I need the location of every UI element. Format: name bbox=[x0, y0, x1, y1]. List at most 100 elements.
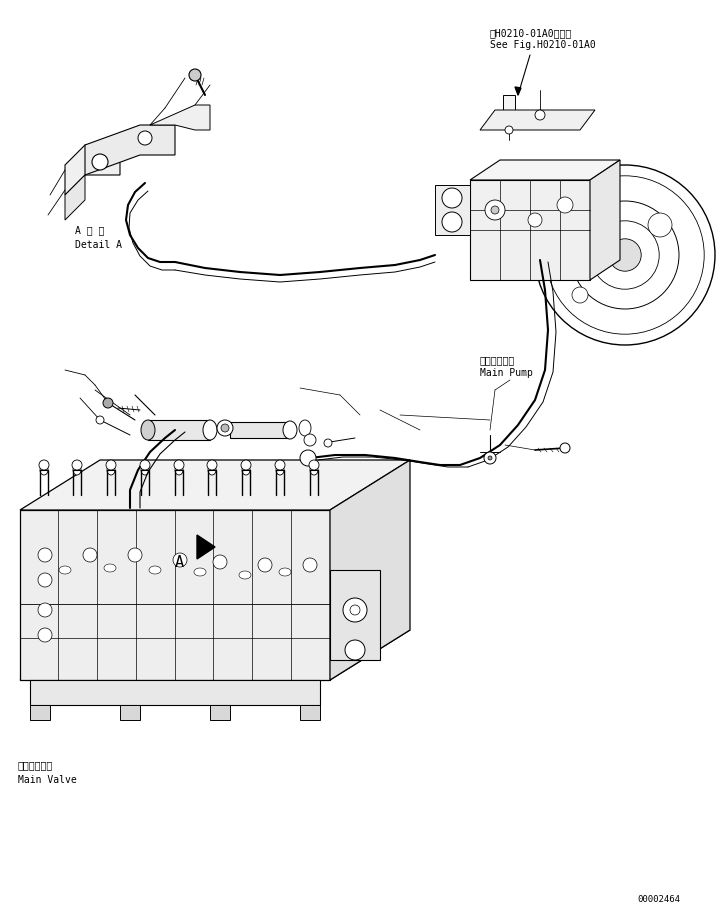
Circle shape bbox=[213, 555, 227, 569]
Polygon shape bbox=[20, 460, 410, 510]
Bar bbox=[503, 95, 515, 113]
Ellipse shape bbox=[104, 564, 116, 572]
Text: Detail A: Detail A bbox=[75, 240, 122, 250]
Polygon shape bbox=[300, 705, 320, 720]
Circle shape bbox=[92, 154, 108, 170]
Ellipse shape bbox=[283, 421, 297, 439]
Circle shape bbox=[528, 213, 542, 227]
Text: Main Valve: Main Valve bbox=[18, 775, 77, 785]
Circle shape bbox=[96, 416, 104, 424]
Circle shape bbox=[572, 287, 588, 303]
Circle shape bbox=[258, 558, 272, 572]
Circle shape bbox=[491, 206, 499, 214]
Ellipse shape bbox=[107, 465, 115, 475]
Circle shape bbox=[324, 439, 332, 447]
Polygon shape bbox=[197, 535, 215, 559]
Ellipse shape bbox=[59, 566, 71, 574]
Circle shape bbox=[648, 213, 672, 237]
Circle shape bbox=[300, 450, 316, 466]
Circle shape bbox=[303, 558, 317, 572]
Polygon shape bbox=[20, 510, 330, 680]
Circle shape bbox=[138, 131, 152, 145]
Circle shape bbox=[128, 548, 142, 562]
Circle shape bbox=[174, 460, 184, 470]
Circle shape bbox=[442, 188, 462, 208]
Circle shape bbox=[485, 200, 505, 220]
Polygon shape bbox=[120, 705, 140, 720]
Circle shape bbox=[535, 110, 545, 120]
Polygon shape bbox=[85, 125, 175, 175]
Text: 第H0210-01A0図参照: 第H0210-01A0図参照 bbox=[490, 28, 572, 38]
Circle shape bbox=[345, 640, 365, 660]
Circle shape bbox=[350, 605, 360, 615]
Ellipse shape bbox=[546, 176, 704, 334]
Circle shape bbox=[505, 126, 513, 134]
Ellipse shape bbox=[239, 571, 251, 579]
Polygon shape bbox=[330, 460, 410, 680]
Circle shape bbox=[207, 460, 217, 470]
Text: 00002464: 00002464 bbox=[637, 895, 680, 904]
Circle shape bbox=[343, 598, 367, 622]
Circle shape bbox=[217, 420, 233, 436]
Ellipse shape bbox=[591, 220, 659, 289]
Polygon shape bbox=[30, 680, 320, 705]
Circle shape bbox=[140, 460, 150, 470]
Polygon shape bbox=[65, 175, 85, 220]
Polygon shape bbox=[65, 145, 120, 195]
Circle shape bbox=[484, 452, 496, 464]
Text: A: A bbox=[175, 555, 184, 570]
Ellipse shape bbox=[299, 420, 311, 436]
Circle shape bbox=[304, 434, 316, 446]
Circle shape bbox=[241, 460, 251, 470]
Polygon shape bbox=[20, 630, 410, 680]
Text: See Fig.H0210-01A0: See Fig.H0210-01A0 bbox=[490, 40, 595, 50]
Ellipse shape bbox=[608, 239, 641, 271]
Circle shape bbox=[488, 456, 492, 460]
Circle shape bbox=[560, 443, 570, 453]
Polygon shape bbox=[150, 105, 210, 130]
Polygon shape bbox=[330, 570, 380, 660]
Polygon shape bbox=[480, 110, 595, 130]
Circle shape bbox=[173, 553, 187, 567]
Ellipse shape bbox=[149, 566, 161, 574]
Ellipse shape bbox=[208, 465, 216, 475]
Circle shape bbox=[442, 212, 462, 232]
Ellipse shape bbox=[279, 568, 291, 576]
Polygon shape bbox=[210, 705, 230, 720]
Circle shape bbox=[39, 460, 49, 470]
Ellipse shape bbox=[194, 568, 206, 576]
Ellipse shape bbox=[175, 465, 183, 475]
Circle shape bbox=[221, 424, 229, 432]
Ellipse shape bbox=[276, 465, 284, 475]
Text: A 詳 細: A 詳 細 bbox=[75, 225, 105, 235]
Bar bbox=[505, 113, 513, 125]
Ellipse shape bbox=[73, 465, 81, 475]
Circle shape bbox=[72, 460, 82, 470]
Ellipse shape bbox=[242, 465, 250, 475]
Circle shape bbox=[38, 573, 52, 587]
Polygon shape bbox=[515, 87, 521, 95]
Polygon shape bbox=[435, 185, 470, 235]
Text: メインバルブ: メインバルブ bbox=[18, 760, 53, 770]
Ellipse shape bbox=[40, 465, 48, 475]
Ellipse shape bbox=[535, 165, 715, 345]
Circle shape bbox=[106, 460, 116, 470]
Text: Main Pump: Main Pump bbox=[480, 368, 533, 378]
Polygon shape bbox=[470, 180, 590, 280]
Ellipse shape bbox=[310, 465, 318, 475]
Ellipse shape bbox=[141, 420, 155, 440]
Polygon shape bbox=[30, 705, 50, 720]
Circle shape bbox=[83, 548, 97, 562]
Circle shape bbox=[275, 460, 285, 470]
Ellipse shape bbox=[203, 420, 217, 440]
Polygon shape bbox=[590, 160, 620, 280]
Text: メインポンプ: メインポンプ bbox=[480, 355, 515, 365]
Circle shape bbox=[38, 603, 52, 617]
Ellipse shape bbox=[141, 465, 149, 475]
Ellipse shape bbox=[571, 201, 679, 309]
Polygon shape bbox=[470, 160, 620, 180]
Circle shape bbox=[309, 460, 319, 470]
Circle shape bbox=[38, 628, 52, 642]
Circle shape bbox=[38, 548, 52, 562]
Polygon shape bbox=[230, 422, 290, 438]
